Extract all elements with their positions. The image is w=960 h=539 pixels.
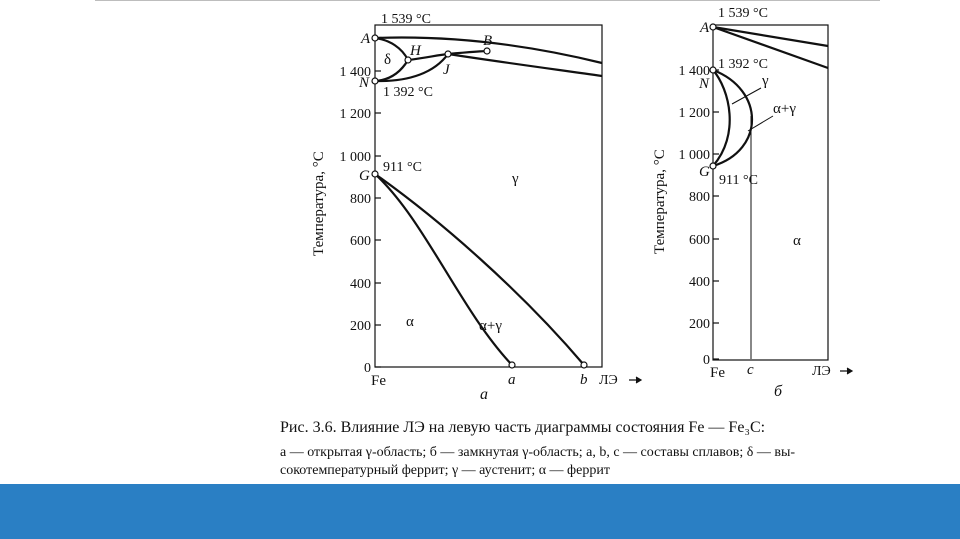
a-tick-1200: 1 200 — [340, 107, 372, 122]
a-panel-label: а — [480, 386, 488, 403]
b-tick-400: 400 — [689, 275, 710, 290]
b-label-a: A — [699, 20, 710, 36]
a-label-b-top: B — [483, 33, 492, 49]
a-point-b-top — [483, 47, 491, 55]
a-nj-line — [374, 53, 449, 83]
top-divider — [95, 0, 880, 1]
a-temp-1392: 1 392 °С — [383, 85, 433, 100]
a-point-composition-a — [508, 361, 516, 369]
a-g-a-curve — [374, 173, 513, 366]
b-x-axis-label: ЛЭ — [812, 364, 831, 379]
figure-caption-line-2: сокотемпературный феррит; γ — аустенит; … — [280, 463, 610, 478]
a-tick-800: 800 — [350, 192, 371, 207]
a-tick-200: 200 — [350, 319, 371, 334]
b-point-g — [709, 162, 717, 170]
b-y-axis-label: Температура, °С — [652, 149, 668, 254]
a-tick-0: 0 — [364, 361, 371, 376]
a-y-axis-label: Температура, °С — [311, 151, 327, 256]
b-tick-1200: 1 200 — [679, 106, 711, 121]
diagram-a-frame — [374, 24, 603, 368]
diagram-b-frame — [712, 24, 829, 361]
a-point-a — [371, 34, 379, 42]
b-alpha-gamma-leader — [747, 115, 774, 132]
b-tick-1000: 1 000 — [679, 148, 711, 163]
b-label-c: c — [747, 362, 754, 378]
a-region-delta: δ — [384, 52, 391, 68]
b-tick-200: 200 — [689, 317, 710, 332]
a-region-alpha: α — [406, 314, 414, 330]
a-point-g — [371, 170, 379, 178]
b-x-arrow-icon — [840, 367, 854, 375]
a-label-a: A — [360, 31, 371, 47]
b-region-gamma: γ — [761, 73, 769, 89]
a-region-gamma: γ — [511, 171, 519, 187]
diagram-b: 0 200 400 600 800 1 000 1 200 1 400 Темп… — [652, 6, 854, 400]
a-label-composition-b: b — [580, 372, 588, 388]
a-x-arrow-icon — [629, 376, 643, 384]
b-temp-1392: 1 392 °С — [718, 57, 768, 72]
a-temp-911: 911 °С — [383, 160, 422, 175]
b-temp-911: 911 °С — [719, 173, 758, 188]
b-tick-1400: 1 400 — [679, 64, 711, 79]
b-gamma-inner-curve — [712, 69, 731, 167]
b-gamma-outer-curve — [712, 68, 754, 168]
footer-bar — [0, 484, 960, 539]
a-g-b-curve — [374, 173, 585, 366]
a-region-alpha-gamma: α+γ — [479, 318, 502, 334]
a-delta-upper — [374, 36, 409, 61]
b-point-n — [709, 66, 717, 74]
a-label-h: H — [409, 43, 422, 59]
a-point-h — [404, 56, 412, 64]
a-tick-1400: 1 400 — [340, 65, 372, 80]
b-lower-line — [712, 25, 829, 70]
a-label-composition-a: a — [508, 372, 516, 388]
a-label-n: N — [358, 75, 370, 91]
b-region-alpha: α — [793, 233, 801, 249]
b-tick-800: 800 — [689, 190, 710, 205]
a-liquidus-top — [374, 36, 603, 65]
b-temp-1539: 1 539 °С — [718, 6, 768, 21]
diagram-a: 0 200 400 600 800 1 000 1 200 1 400 Темп… — [311, 12, 643, 403]
b-region-alpha-gamma: α+γ — [773, 101, 796, 117]
b-gamma-leader — [731, 87, 762, 105]
a-tick-600: 600 — [350, 234, 371, 249]
a-point-n — [371, 77, 379, 85]
b-upper-line — [712, 25, 829, 48]
a-solidus — [447, 52, 603, 78]
a-x-axis-label: ЛЭ — [599, 373, 618, 388]
a-label-g: G — [359, 168, 370, 184]
b-label-n: N — [698, 76, 710, 92]
a-temp-1539: 1 539 °С — [381, 12, 431, 27]
a-point-composition-b — [580, 361, 588, 369]
a-tick-1000: 1 000 — [340, 150, 372, 165]
figure-caption-line-1: а — открытая γ-область; б — замкнутая γ-… — [280, 445, 796, 460]
figure-caption-title: Рис. 3.6. Влияние ЛЭ на левую часть диаг… — [280, 419, 766, 436]
b-tick-600: 600 — [689, 233, 710, 248]
a-label-j: J — [443, 62, 451, 78]
a-tick-400: 400 — [350, 277, 371, 292]
a-point-j — [444, 50, 452, 58]
b-panel-label: б — [774, 383, 783, 400]
b-tick-0: 0 — [703, 353, 710, 368]
b-label-g: G — [699, 164, 710, 180]
b-point-a — [709, 23, 717, 31]
b-x-start: Fe — [710, 365, 725, 381]
a-x-start: Fe — [371, 373, 386, 389]
